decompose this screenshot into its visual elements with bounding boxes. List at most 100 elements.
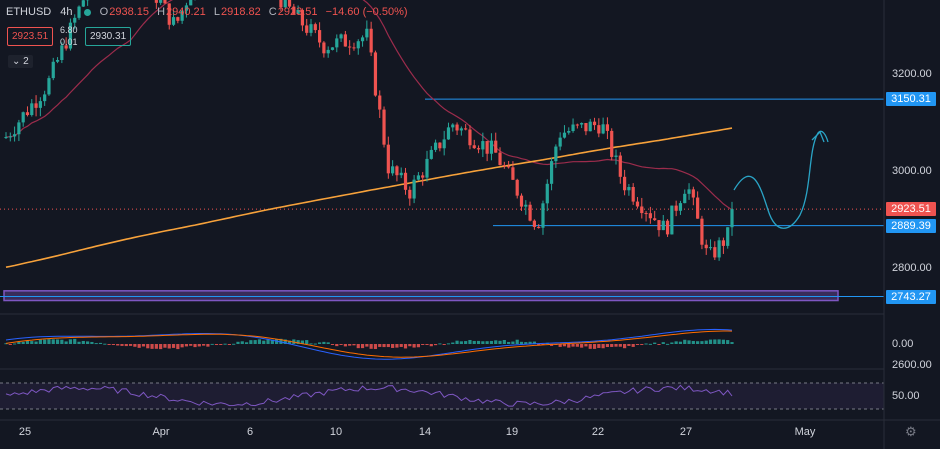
indicators-toggle-button[interactable]: ⌄ 2 [8,55,33,68]
macd-histogram-bar [150,344,154,349]
macd-histogram-bar [614,344,618,347]
macd-histogram-bar [360,344,365,349]
candle [661,215,665,231]
time-tick-label: May [794,426,816,438]
sell-button[interactable]: 2923.51 [7,27,54,46]
candle-body [17,122,21,135]
candle [704,239,708,255]
buy-button[interactable]: 2930.31 [85,27,132,46]
candle [386,136,390,179]
macd-histogram-bar [713,339,717,344]
candle [717,237,721,261]
candle [326,46,330,58]
candle [485,141,489,162]
macd-histogram-bar [386,344,390,348]
candle-body [309,24,313,33]
candle [305,18,309,36]
close-value: 2923.51 [277,6,318,18]
candle [730,201,734,236]
candle [412,175,416,204]
macd-histogram-bar [262,340,266,344]
high-value: 2940.21 [166,6,206,18]
gear-icon[interactable]: ⚙ [905,424,917,439]
macd-histogram-bar [176,344,180,350]
price-tick-label: 2600.00 [892,359,932,371]
macd-histogram-bar [266,339,270,344]
candle [17,119,21,142]
macd-histogram-bar [571,344,575,347]
candle-body [382,109,386,145]
candle-body [657,220,661,231]
macd-histogram-bar [610,344,614,347]
candle [330,47,335,51]
macd-histogram-bar [726,340,730,344]
candle-body [665,220,670,235]
time-tick-label: 25 [18,426,32,438]
macd-histogram-bar [567,344,571,348]
time-tick-label: 19 [505,426,519,438]
candle-body [511,167,515,180]
time-tick-label: 6 [246,426,254,438]
candle [502,161,506,169]
candle [507,160,511,169]
candle-body [537,226,541,228]
macd-histogram-bar [730,342,734,344]
price-tick-label: 2800.00 [892,262,932,274]
macd-histogram-bar [43,339,47,344]
low-value: 2918.82 [220,6,261,18]
macd-histogram-bar [528,341,532,344]
price-level-label: 2889.39 [886,218,936,233]
macd-histogram-bar [451,342,455,344]
candle-body [34,103,38,108]
macd-histogram-bar [421,344,425,345]
macd-histogram-bar [489,340,494,344]
open-value: 2938.15 [109,6,149,18]
candle-body [640,206,644,214]
candle-body [433,142,438,150]
candle-body [60,45,64,60]
candle [623,169,627,196]
candle-body [631,187,635,202]
candle-body [481,141,485,150]
macd-histogram-bar [73,338,77,344]
candle-body [296,9,300,14]
candle [549,158,554,191]
macd-histogram-bar [180,344,184,348]
ma-slow-line [5,127,733,268]
candle [43,90,47,106]
candle-body [730,209,734,228]
candle-body [464,128,468,130]
candle [154,0,158,9]
macd-histogram-bar [580,344,584,348]
macd-histogram-bar [154,344,158,349]
macd-histogram-bar [227,344,231,345]
candle-body [614,155,618,157]
interval-label[interactable]: 4h [60,6,73,18]
candle-body [515,179,519,196]
candle-body [696,197,700,219]
candle [696,191,700,219]
macd-histogram-bar [403,344,408,349]
macd-histogram-bar [704,340,708,344]
candle-body [455,124,459,131]
candle-body [425,158,429,178]
macd-histogram-bar [485,341,489,344]
candle-body [416,175,421,180]
candle [34,95,38,117]
candle [189,0,193,6]
candle-body [176,17,180,21]
candle-body [610,130,614,157]
candle [584,123,588,136]
candle [537,224,541,229]
macd-histogram-bar [322,341,326,344]
candle [691,186,695,206]
spread-bottom: 0.01 [60,37,78,47]
candle [348,40,352,55]
candle-body [545,183,549,204]
macd-histogram-bar [60,339,64,344]
symbol-name[interactable]: ETHUSD [6,6,52,18]
candle-body [395,166,399,176]
macd-histogram-bar [635,344,640,345]
candle-body [403,172,408,190]
